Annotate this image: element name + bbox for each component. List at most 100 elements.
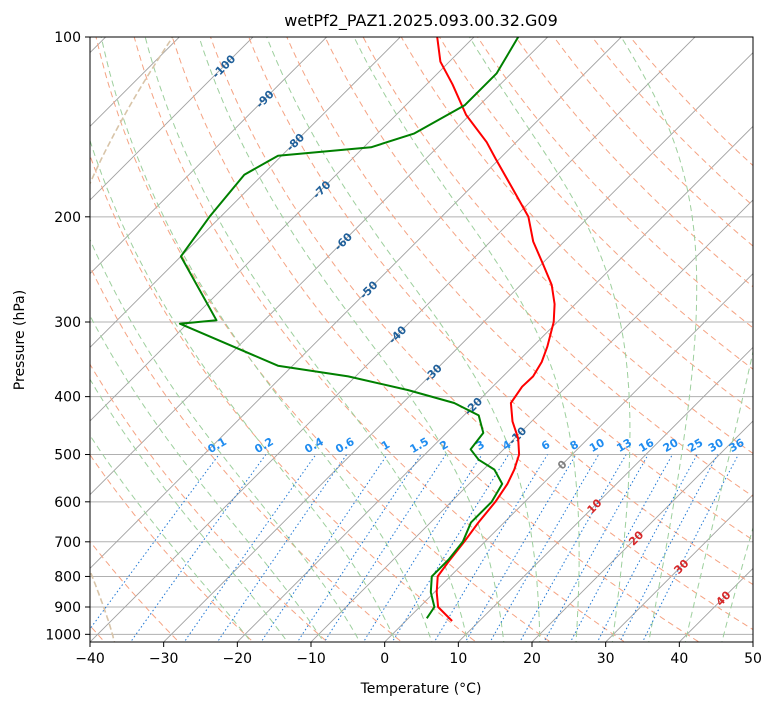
isotherm-label: -100 — [210, 52, 239, 81]
isotherm-line — [384, 273, 753, 642]
mixing-ratio-line — [296, 454, 422, 642]
y-tick-label: 100 — [54, 30, 81, 46]
dry-adiabat — [629, 37, 753, 167]
moist-adiabat — [469, 37, 631, 642]
moist-adiabat — [90, 138, 397, 642]
y-tick-label: 500 — [54, 448, 81, 464]
moist-adiabat — [90, 378, 289, 642]
chart-title: wetPf2_PAZ1.2025.093.00.32.G09 — [284, 11, 558, 31]
dry-adiabat — [286, 37, 753, 541]
mixing-ratio-label: 1 — [379, 438, 392, 453]
dry-adiabat — [90, 154, 477, 642]
moist-adiabat — [90, 434, 252, 642]
dry-adiabat — [133, 37, 626, 642]
x-tick-label: −40 — [75, 651, 105, 667]
isotherm-label: 10 — [585, 496, 605, 516]
dry-adiabat — [95, 37, 552, 642]
isotherm-line — [678, 567, 753, 642]
moist-adiabat — [144, 37, 469, 642]
x-tick-label: −10 — [296, 651, 326, 667]
dry-adiabat — [477, 37, 753, 329]
moist-adiabat — [266, 37, 541, 642]
isotherm-line — [752, 641, 753, 642]
dry-adiabat — [362, 37, 753, 455]
mixing-ratio-line — [323, 454, 447, 642]
x-axis-label: Temperature (°C) — [360, 681, 482, 697]
x-tick-label: 40 — [670, 651, 688, 667]
x-tick-label: −30 — [149, 651, 179, 667]
moist-adiabat — [620, 37, 698, 642]
moist-adiabat — [353, 37, 580, 642]
dry-adiabat — [90, 363, 329, 642]
dry-adiabat — [209, 37, 753, 631]
y-tick-label: 300 — [54, 315, 81, 331]
mixing-ratio-label: 3 — [474, 438, 487, 453]
isotherm-label: -70 — [310, 178, 333, 201]
isotherm-line — [236, 125, 753, 642]
isotherm-line — [163, 52, 753, 642]
mixing-ratio-line — [464, 454, 577, 642]
mixing-ratio-line — [569, 454, 673, 642]
mixing-ratio-label: 16 — [637, 436, 657, 455]
dry-adiabat — [591, 37, 753, 207]
x-tick-label: 50 — [744, 651, 762, 667]
isotherm-label: 40 — [713, 588, 733, 608]
mixing-ratio-line — [596, 454, 698, 642]
isotherm-label: -80 — [284, 131, 307, 154]
dry-adiabat — [90, 265, 403, 642]
dry-adiabat — [90, 453, 254, 642]
y-axis: 100 200 300 400 500 600 700 800 900 1000 — [45, 30, 90, 643]
isotherm-line — [90, 37, 549, 496]
dry-adiabat — [400, 37, 753, 412]
mixing-ratio-line — [619, 454, 719, 642]
isotherm-label: 20 — [626, 528, 646, 548]
y-tick-label: 1000 — [45, 627, 81, 643]
mixing-ratio-label: 10 — [587, 436, 607, 455]
isotherm-label: 0 — [555, 457, 570, 472]
mixing-ratio-line — [260, 454, 388, 642]
moist-adiabat — [198, 37, 505, 642]
isotherm-line — [310, 199, 753, 642]
y-tick-label: 400 — [54, 390, 81, 406]
mixing-ratio-line — [433, 454, 548, 642]
mixing-ratio-line — [90, 454, 220, 630]
isotherm-label: -40 — [386, 323, 409, 346]
mixing-ratio-label: 0.1 — [206, 435, 229, 456]
moist-adiabat — [100, 37, 433, 642]
mixing-ratio-label: 6 — [539, 438, 552, 453]
isotherm-line — [90, 37, 401, 348]
moist-adiabat — [90, 314, 325, 642]
x-tick-label: −20 — [223, 651, 253, 667]
isotherm-line — [90, 37, 254, 201]
y-tick-label: 700 — [54, 535, 81, 551]
y-tick-label: 800 — [54, 569, 81, 585]
mixing-ratio-line — [391, 454, 510, 642]
mixing-ratio-label: 20 — [661, 436, 681, 455]
y-axis-label: Pressure (hPa) — [12, 290, 28, 390]
isotherm-line — [90, 37, 696, 642]
mixing-ratio-line — [129, 454, 267, 642]
x-tick-label: 10 — [449, 651, 467, 667]
x-tick-label: 30 — [597, 651, 615, 667]
mixing-ratio-line — [216, 454, 348, 642]
isotherm-label: -30 — [422, 361, 445, 384]
y-tick-label: 600 — [54, 495, 81, 511]
isotherm-label: 30 — [671, 557, 691, 577]
mixing-ratio-label: 30 — [706, 436, 726, 455]
temperature-profile — [435, 37, 556, 622]
isotherm-line — [457, 346, 753, 642]
mixing-ratio-label: 13 — [614, 436, 634, 455]
plot-frame — [89, 36, 754, 643]
isotherm-label: -60 — [332, 230, 355, 253]
dewpoint-profile — [178, 37, 520, 619]
dry-adiabat — [248, 37, 753, 586]
isotherm-line — [90, 37, 328, 275]
isotherm-label: -90 — [253, 87, 276, 110]
moist-adiabat — [721, 526, 753, 642]
isotherm-label: -50 — [357, 278, 380, 301]
isotherm-label: -20 — [462, 395, 485, 418]
mixing-ratio-label: 0.2 — [252, 435, 275, 456]
mixing-ratio-line — [642, 454, 739, 642]
isotherm-line — [531, 420, 753, 642]
